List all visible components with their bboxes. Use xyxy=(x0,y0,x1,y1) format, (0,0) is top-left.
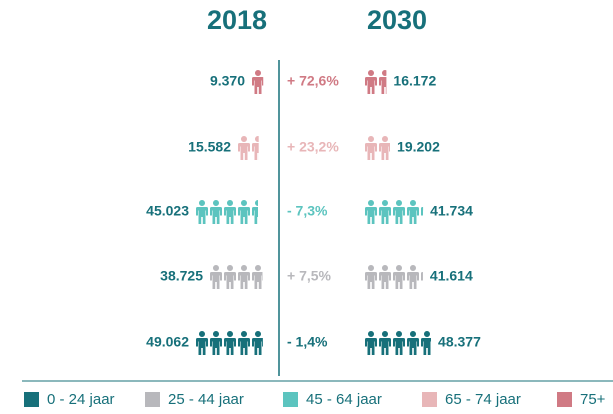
value-2018: 15.582 xyxy=(188,139,231,155)
person-icon xyxy=(238,331,250,355)
value-2030: 41.734 xyxy=(430,203,473,219)
person-icon xyxy=(365,200,377,224)
person-icon xyxy=(379,136,391,160)
legend-label: 65 - 74 jaar xyxy=(445,391,521,408)
person-icon xyxy=(252,70,264,94)
value-2030: 48.377 xyxy=(438,334,481,350)
change: + 23,2% xyxy=(287,139,339,155)
person-icon xyxy=(421,331,432,355)
person-icon xyxy=(407,331,419,355)
change: + 72,6% xyxy=(287,73,339,89)
value-2030: 16.172 xyxy=(393,73,436,89)
person-icon xyxy=(365,136,377,160)
person-icon xyxy=(393,331,405,355)
person-icon xyxy=(379,331,391,355)
person-icon xyxy=(393,265,405,289)
year-right: 2030 xyxy=(367,5,427,35)
person-icon xyxy=(421,272,423,281)
legend-swatch xyxy=(24,392,39,407)
change: - 1,4% xyxy=(287,334,328,350)
value-2018: 9.370 xyxy=(210,73,245,89)
person-icon xyxy=(252,136,259,160)
person-icon xyxy=(379,265,391,289)
person-icon xyxy=(224,200,236,224)
person-icon xyxy=(393,200,405,224)
person-icon xyxy=(252,265,263,289)
value-2018: 45.023 xyxy=(146,203,189,219)
person-icon xyxy=(365,70,377,94)
value-2018: 49.062 xyxy=(146,334,189,350)
person-icon xyxy=(224,265,236,289)
legend-swatch xyxy=(145,392,160,407)
legend-label: 25 - 44 jaar xyxy=(168,391,244,408)
change: + 7,5% xyxy=(287,268,332,284)
value-2030: 19.202 xyxy=(397,139,440,155)
person-icon xyxy=(365,331,377,355)
person-icon xyxy=(238,136,250,160)
person-icon xyxy=(379,200,391,224)
person-icon xyxy=(238,200,250,224)
value-2030: 41.614 xyxy=(430,268,473,284)
person-icon xyxy=(252,200,259,224)
person-icon xyxy=(224,331,236,355)
legend-label: 75+ xyxy=(580,391,606,408)
legend-label: 0 - 24 jaar xyxy=(47,391,115,408)
person-icon xyxy=(365,265,377,289)
legend-swatch xyxy=(557,392,572,407)
person-icon xyxy=(379,70,387,94)
value-2018: 38.725 xyxy=(160,268,203,284)
person-icon xyxy=(210,265,222,289)
person-icon xyxy=(196,331,208,355)
person-icon xyxy=(238,265,250,289)
person-icon xyxy=(196,200,208,224)
person-icon xyxy=(210,200,222,224)
change: - 7,3% xyxy=(287,203,328,219)
person-icon xyxy=(252,331,263,355)
person-icon xyxy=(407,200,419,224)
person-icon xyxy=(407,265,419,289)
person-icon xyxy=(210,331,222,355)
legend-swatch xyxy=(283,392,298,407)
legend-label: 45 - 64 jaar xyxy=(306,391,382,408)
person-icon xyxy=(421,207,424,216)
year-left: 2018 xyxy=(207,5,267,35)
legend-swatch xyxy=(422,392,437,407)
